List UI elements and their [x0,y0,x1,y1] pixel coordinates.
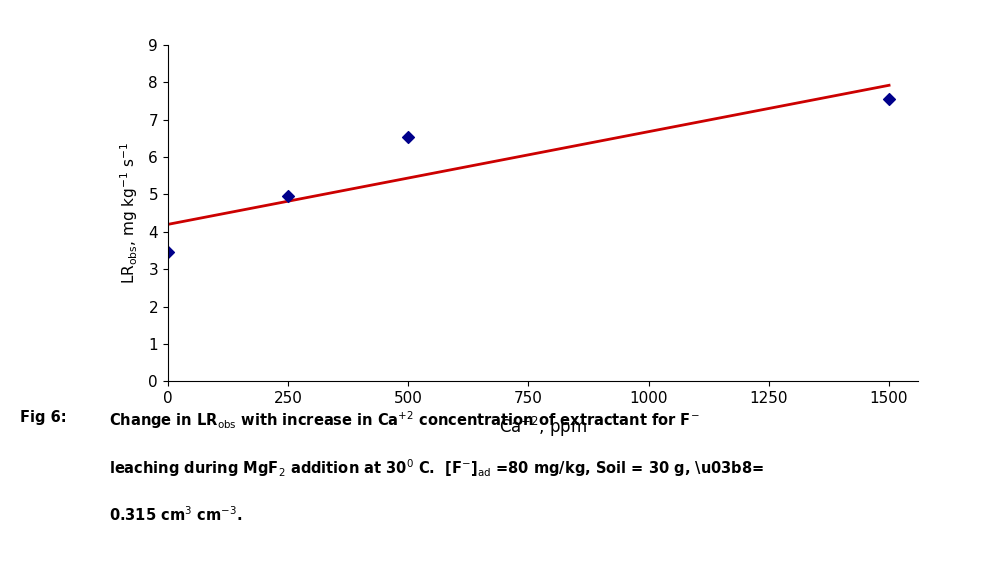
Text: Change in LR$_{\rm obs}$ with increase in Ca$^{+2}$ concentration of extractant : Change in LR$_{\rm obs}$ with increase i… [108,410,698,431]
Text: leaching during MgF$_2$ addition at 30$^0$ C.  [F$^{-}$]$_{\rm ad}$ =80 mg/kg, S: leaching during MgF$_2$ addition at 30$^… [108,457,763,479]
Point [400,132,416,141]
Point [880,95,896,104]
Text: 0.315 cm$^3$ cm$^{-3}$.: 0.315 cm$^3$ cm$^{-3}$. [108,505,242,523]
Point [280,192,296,201]
Text: Fig 6:: Fig 6: [20,410,66,425]
Y-axis label: LR$_{\rm obs}$, mg kg$^{-1}$ s$^{-1}$: LR$_{\rm obs}$, mg kg$^{-1}$ s$^{-1}$ [118,142,140,284]
X-axis label: Ca$^{+2}$, ppm: Ca$^{+2}$, ppm [498,415,587,439]
Point [160,248,176,257]
